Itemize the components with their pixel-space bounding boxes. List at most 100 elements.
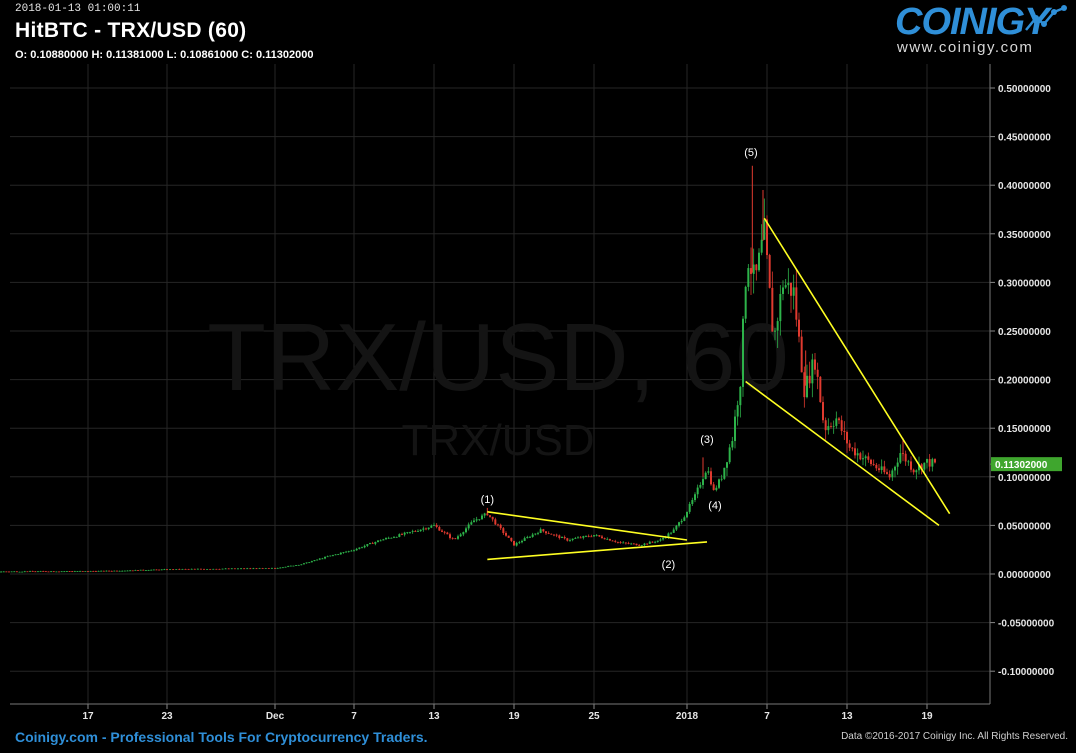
candle-body bbox=[795, 287, 798, 320]
candle-body bbox=[267, 568, 270, 569]
candle-body bbox=[221, 568, 224, 570]
candle-body bbox=[566, 538, 569, 541]
x-tick-label: 13 bbox=[428, 711, 440, 722]
candle-body bbox=[377, 540, 379, 542]
candle-body bbox=[379, 540, 382, 542]
candle-body bbox=[243, 568, 246, 570]
candle-body bbox=[499, 524, 502, 529]
candle-body bbox=[8, 571, 10, 573]
candle-body bbox=[63, 571, 66, 573]
x-tick-label: 13 bbox=[841, 711, 853, 722]
candle-body bbox=[0, 571, 3, 573]
candle-body bbox=[105, 570, 108, 572]
candle-body bbox=[827, 426, 830, 431]
candle-body bbox=[907, 461, 910, 463]
candle-body bbox=[643, 543, 646, 546]
candle-body bbox=[736, 405, 739, 417]
candle-body bbox=[79, 571, 82, 572]
candle-body bbox=[792, 287, 795, 296]
candle-body bbox=[494, 519, 497, 525]
candle-body bbox=[284, 566, 287, 568]
candle-body bbox=[369, 543, 371, 545]
candle-body bbox=[774, 330, 776, 332]
candle-body bbox=[611, 540, 614, 542]
candle-body bbox=[34, 571, 37, 573]
candle-body bbox=[358, 547, 361, 549]
candle-body bbox=[803, 372, 806, 398]
candle-body bbox=[316, 559, 319, 561]
candle-body bbox=[502, 528, 505, 534]
candle-body bbox=[401, 534, 403, 535]
candle-body bbox=[646, 543, 649, 545]
candle-body bbox=[899, 453, 902, 463]
y-tick-label: 0.25000000 bbox=[998, 327, 1051, 338]
candle-body bbox=[44, 571, 47, 573]
candle-body bbox=[600, 536, 603, 539]
candle-body bbox=[438, 526, 441, 531]
candle-body bbox=[750, 268, 752, 274]
candle-body bbox=[39, 571, 42, 572]
candle-body bbox=[393, 537, 395, 538]
candle-body bbox=[270, 567, 273, 569]
candle-body bbox=[896, 462, 899, 467]
candle-body bbox=[150, 569, 153, 571]
trendline bbox=[487, 541, 708, 561]
candle-body bbox=[624, 542, 627, 544]
candle-body bbox=[577, 537, 579, 539]
footer-tagline[interactable]: Coinigy.com - Professional Tools For Cry… bbox=[15, 729, 428, 745]
candle-body bbox=[42, 571, 45, 572]
candle-body bbox=[329, 555, 332, 557]
candle-body bbox=[579, 537, 582, 539]
candle-body bbox=[110, 570, 113, 572]
candle-body bbox=[2, 571, 5, 573]
candle-body bbox=[616, 541, 619, 543]
candle-body bbox=[934, 459, 936, 463]
candle-body bbox=[691, 500, 694, 504]
candle-body bbox=[342, 552, 345, 553]
candle-body bbox=[768, 255, 771, 288]
candle-body bbox=[18, 571, 21, 573]
candle-body bbox=[779, 293, 782, 322]
candle-body bbox=[276, 568, 279, 569]
candle-body bbox=[462, 532, 465, 535]
candle-body bbox=[398, 534, 401, 537]
candle-body bbox=[734, 416, 736, 442]
candle-body bbox=[688, 503, 691, 512]
candle-body bbox=[763, 219, 766, 240]
candle-body bbox=[446, 532, 449, 535]
candle-body bbox=[534, 533, 537, 535]
candle-body bbox=[555, 534, 558, 536]
candle-body bbox=[160, 569, 163, 571]
candle-body bbox=[760, 239, 763, 253]
y-tick-label: 0.45000000 bbox=[998, 133, 1051, 144]
candle-body bbox=[50, 571, 53, 573]
candle-body bbox=[707, 471, 710, 473]
candle-body bbox=[224, 568, 227, 570]
candle-body bbox=[854, 448, 856, 456]
candle-body bbox=[187, 568, 190, 570]
candle-body bbox=[295, 565, 298, 566]
y-tick-label: 0.35000000 bbox=[998, 230, 1051, 241]
candle-body bbox=[363, 545, 366, 548]
candle-body bbox=[904, 453, 907, 462]
axes: 0.50000000 0.45000000 0.40000000 0.35000000… bbox=[10, 64, 1062, 722]
candle-body bbox=[409, 531, 411, 533]
candle-body bbox=[875, 464, 878, 469]
candle-body bbox=[505, 533, 507, 536]
candle-body bbox=[406, 532, 409, 533]
candle-body bbox=[100, 570, 103, 572]
candle-body bbox=[281, 567, 284, 569]
candle-body bbox=[891, 470, 894, 478]
candle-body bbox=[553, 534, 555, 536]
candle-body bbox=[894, 466, 896, 471]
candle-body bbox=[31, 571, 34, 572]
candle-body bbox=[102, 570, 105, 572]
candle-body bbox=[806, 375, 808, 398]
candle-body bbox=[651, 541, 654, 543]
candle-body bbox=[662, 538, 665, 540]
coinigy-logo[interactable]: COINIGY www.coinigy.com bbox=[893, 0, 1068, 60]
candle-body bbox=[158, 569, 161, 571]
candle-body bbox=[590, 536, 593, 538]
candle-body bbox=[467, 524, 470, 529]
